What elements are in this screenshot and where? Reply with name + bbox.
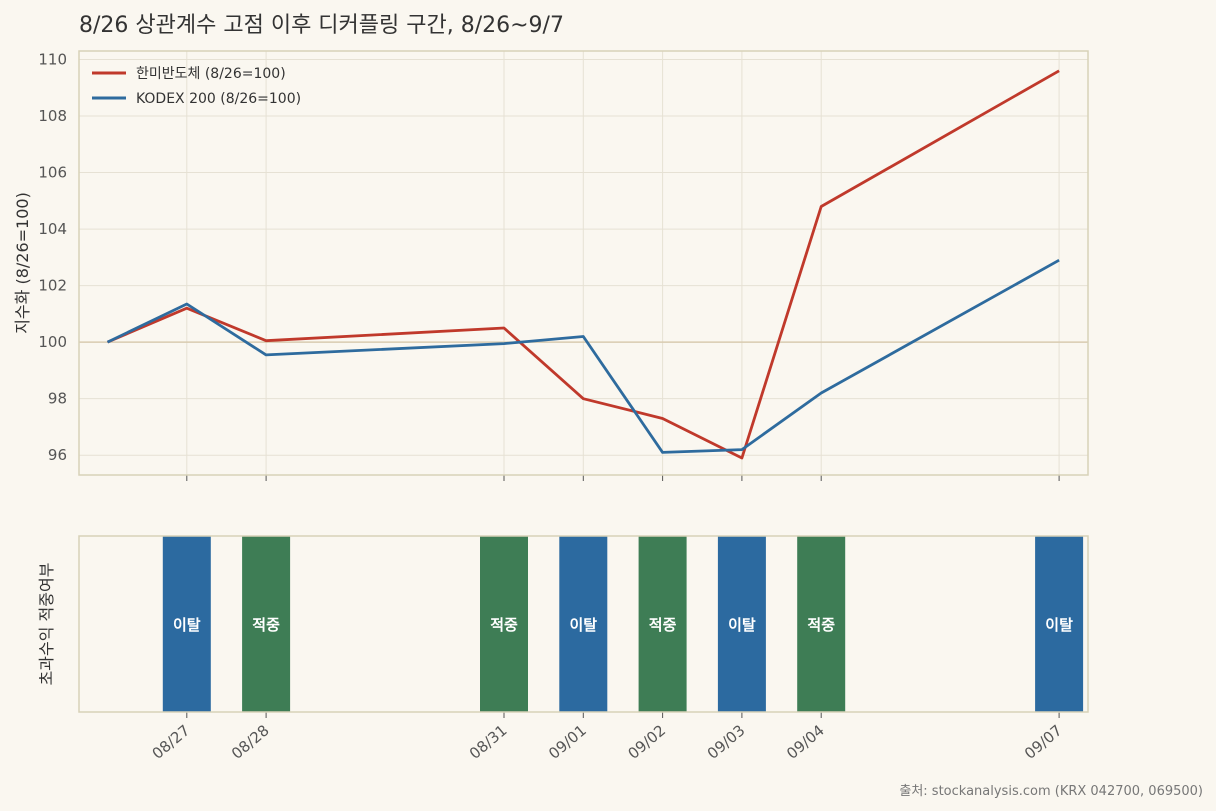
indicator-label: 적중: [807, 616, 835, 634]
series-line-kodex: [106, 258, 1060, 454]
x-tick-label: 08/27: [149, 721, 194, 763]
indicator-label: 이탈: [569, 616, 597, 634]
indicator-label: 이탈: [1045, 616, 1073, 634]
chart-title: 8/26 상관계수 고점 이후 디커플링 구간, 8/26~9/7: [79, 13, 564, 38]
indicator-bar: [1035, 536, 1084, 712]
y-tick-label: 106: [38, 164, 67, 182]
legend: 한미반도체 (8/26=100) KODEX 200 (8/26=100): [92, 66, 301, 107]
indicator-label: 적중: [649, 616, 677, 634]
indicator-axis-label: 초과수익 적중여부: [37, 563, 56, 686]
y-tick-label: 108: [38, 107, 67, 125]
y-tick-label: 96: [48, 446, 67, 464]
indicator-bar: [480, 536, 528, 712]
indicator-frame: [78, 535, 1089, 713]
y-axis-label: 지수화 (8/26=100): [13, 192, 32, 334]
x-tick-label: 08/31: [466, 721, 511, 763]
source-note: 출처: stockanalysis.com (KRX 042700, 06950…: [899, 784, 1203, 799]
hit-indicator-panel: 이탈 08/27 적중 08/28 적중 08/31 이탈 09/01 적중 09/02 이탈 09/…: [37, 535, 1089, 763]
indicator-bar: [559, 536, 608, 712]
indicator-bar: [797, 536, 846, 712]
x-tick-label: 09/02: [624, 721, 669, 763]
x-tick-label: 09/01: [545, 721, 590, 763]
y-tick-label: 104: [38, 220, 67, 238]
indicator-label: 적중: [490, 616, 518, 634]
plot-frame: [78, 50, 1089, 476]
x-tick-label: 09/03: [704, 721, 749, 763]
indicator-bar: [638, 536, 687, 712]
x-tick-label: 08/28: [228, 721, 273, 763]
indicator-label: 적중: [252, 616, 280, 634]
indicator-bar: [242, 536, 291, 712]
x-tick-label: 09/07: [1021, 721, 1066, 763]
indicator-bar: [162, 536, 211, 712]
indicator-label: 이탈: [173, 616, 201, 634]
legend-label: KODEX 200 (8/26=100): [136, 91, 301, 107]
y-tick-label: 110: [38, 50, 67, 68]
line-chart-panel: 96 98 100 102 104 106 108 110 지수화 (8/26=100) 한미반도…: [13, 50, 1089, 481]
legend-label: 한미반도체 (8/26=100): [136, 66, 286, 82]
y-tick-label: 98: [48, 390, 67, 408]
indicator-label: 이탈: [728, 616, 756, 634]
series-line-hanmi: [106, 69, 1060, 460]
y-tick-label: 100: [38, 333, 67, 351]
indicator-bar: [717, 536, 766, 712]
y-tick-label: 102: [38, 277, 67, 295]
x-tick-label: 09/04: [783, 721, 828, 763]
